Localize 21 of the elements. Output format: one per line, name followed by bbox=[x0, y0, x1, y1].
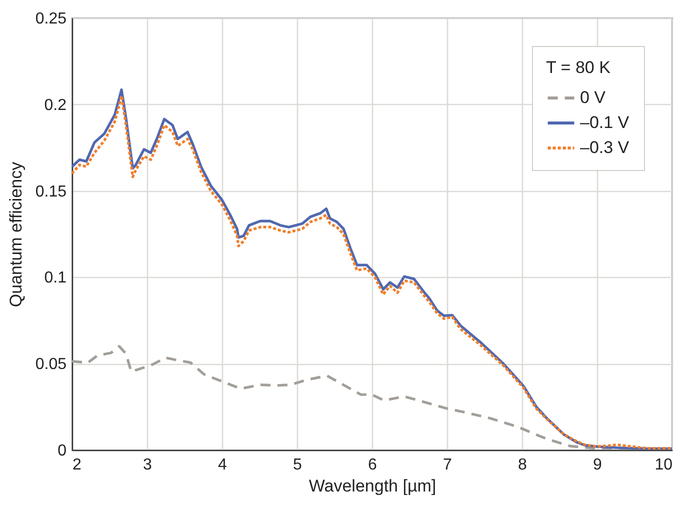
x-tick-label: 2 bbox=[72, 456, 82, 474]
y-tick-label: 0.2 bbox=[44, 96, 67, 114]
x-tick-label: 8 bbox=[518, 456, 528, 474]
y-axis-title: Quantum efficiency bbox=[6, 161, 26, 308]
legend-title: T = 80 K bbox=[546, 58, 612, 77]
y-tick-label: 0 bbox=[58, 442, 67, 460]
x-tick-label: 10 bbox=[654, 456, 673, 474]
x-tick-label: 9 bbox=[593, 456, 602, 474]
x-tick-label: 5 bbox=[293, 456, 302, 474]
y-tick-label: 0.15 bbox=[35, 183, 67, 200]
x-tick-label: 7 bbox=[443, 456, 452, 474]
x-tick-label: 6 bbox=[368, 456, 378, 474]
legend-label: 0 V bbox=[580, 88, 606, 107]
y-tick-label: 0.05 bbox=[35, 356, 67, 374]
x-axis-title: Wavelength [µm] bbox=[308, 476, 436, 496]
y-tick-label: 0.25 bbox=[35, 10, 67, 28]
legend-label: –0.3 V bbox=[580, 138, 630, 157]
y-tick-label: 0.1 bbox=[44, 270, 67, 287]
x-tick-label: 4 bbox=[218, 456, 228, 474]
x-tick-label: 3 bbox=[143, 456, 152, 474]
legend-label: –0.1 V bbox=[580, 113, 630, 132]
